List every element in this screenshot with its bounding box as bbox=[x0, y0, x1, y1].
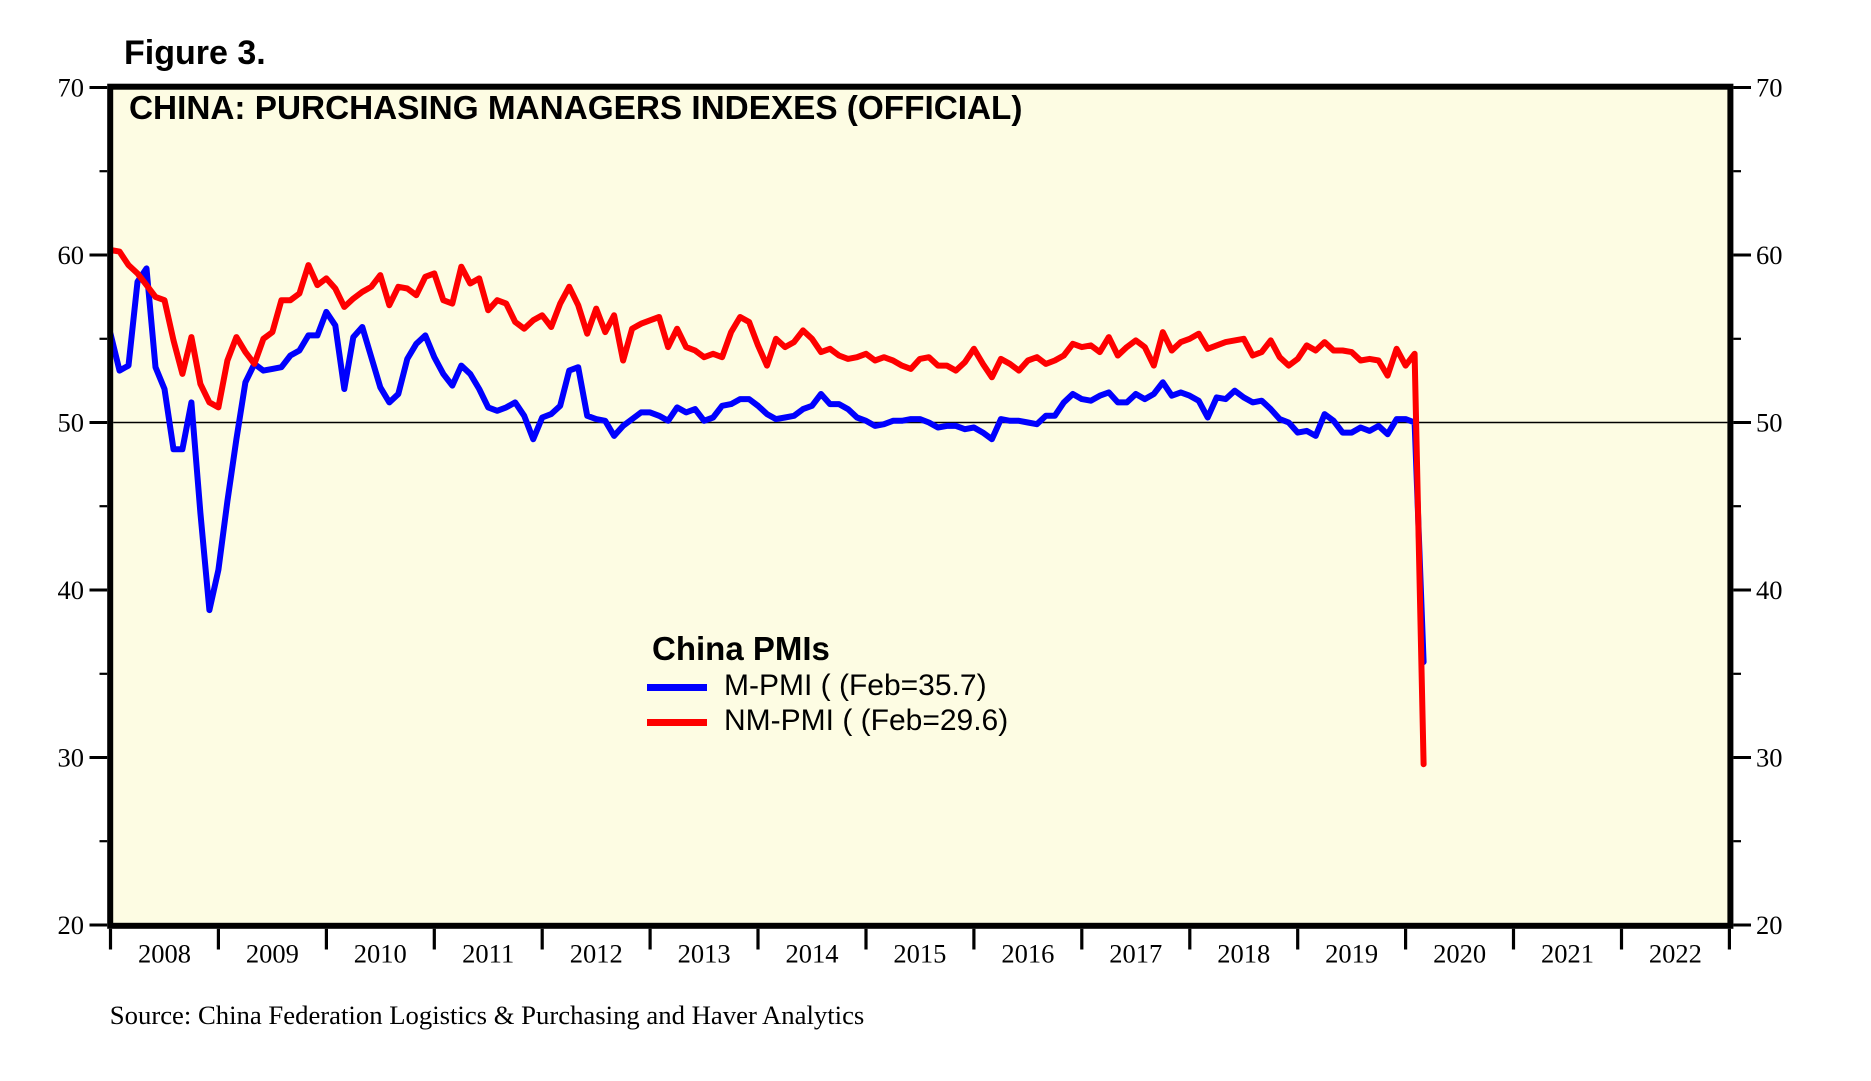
svg-text:50: 50 bbox=[1756, 408, 1783, 438]
svg-text:M-PMI ( (Feb=35.7): M-PMI ( (Feb=35.7) bbox=[724, 669, 987, 702]
svg-text:60: 60 bbox=[58, 240, 85, 270]
svg-text:2018: 2018 bbox=[1217, 939, 1270, 969]
svg-text:70: 70 bbox=[58, 73, 85, 103]
svg-text:2019: 2019 bbox=[1325, 939, 1378, 969]
svg-text:NM-PMI ( (Feb=29.6): NM-PMI ( (Feb=29.6) bbox=[724, 704, 1008, 737]
svg-text:2012: 2012 bbox=[570, 939, 623, 969]
svg-text:CHINA: PURCHASING MANAGERS IND: CHINA: PURCHASING MANAGERS INDEXES (OFFI… bbox=[129, 90, 1022, 127]
svg-text:60: 60 bbox=[1756, 240, 1783, 270]
svg-text:China PMIs: China PMIs bbox=[652, 630, 830, 667]
svg-text:30: 30 bbox=[1756, 743, 1783, 773]
svg-text:40: 40 bbox=[1756, 575, 1783, 605]
svg-text:70: 70 bbox=[1756, 73, 1783, 103]
svg-text:50: 50 bbox=[58, 408, 85, 438]
svg-text:30: 30 bbox=[58, 743, 85, 773]
svg-text:2011: 2011 bbox=[462, 939, 514, 969]
svg-text:2021: 2021 bbox=[1541, 939, 1594, 969]
svg-text:Source: China Federation Logis: Source: China Federation Logistics & Pur… bbox=[110, 1000, 865, 1030]
svg-text:2016: 2016 bbox=[1001, 939, 1054, 969]
svg-text:2015: 2015 bbox=[893, 939, 946, 969]
svg-text:2014: 2014 bbox=[786, 939, 839, 969]
svg-text:2010: 2010 bbox=[354, 939, 407, 969]
svg-text:2008: 2008 bbox=[138, 939, 191, 969]
svg-text:2020: 2020 bbox=[1433, 939, 1486, 969]
svg-text:2017: 2017 bbox=[1109, 939, 1162, 969]
svg-text:20: 20 bbox=[58, 910, 85, 940]
svg-text:2022: 2022 bbox=[1649, 939, 1702, 969]
svg-text:Figure 3.: Figure 3. bbox=[124, 34, 266, 72]
svg-text:20: 20 bbox=[1756, 910, 1783, 940]
svg-text:40: 40 bbox=[58, 575, 85, 605]
svg-text:2013: 2013 bbox=[678, 939, 731, 969]
svg-text:2009: 2009 bbox=[246, 939, 299, 969]
